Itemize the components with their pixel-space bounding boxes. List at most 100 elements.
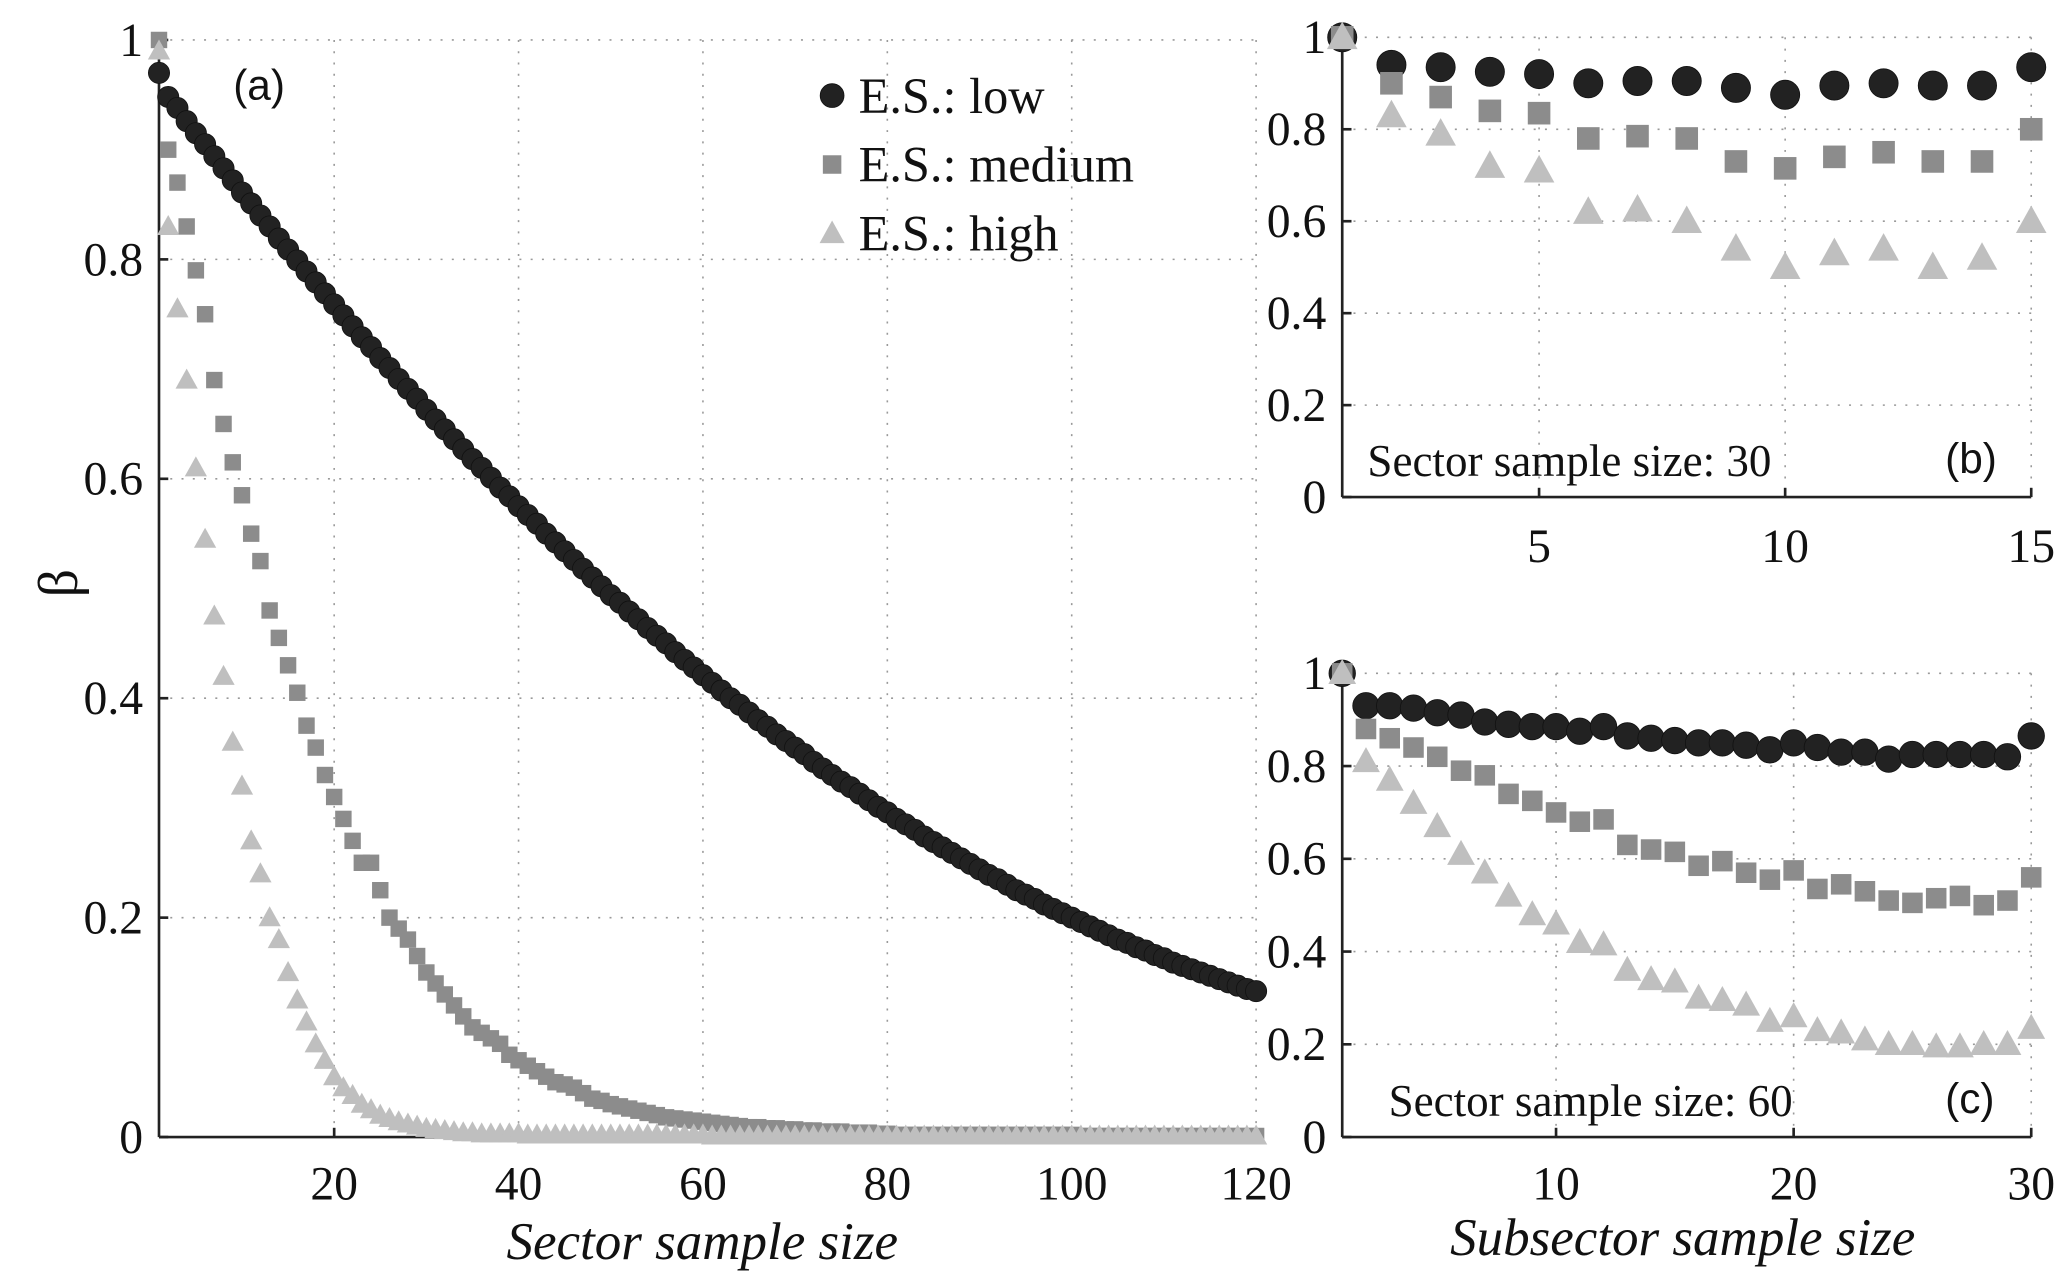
legend-entry: E.S.: high: [859, 206, 1059, 262]
data-point: [304, 1032, 327, 1053]
y-tick-label: 0.8: [83, 233, 143, 286]
data-point: [1640, 839, 1662, 860]
data-point: [362, 854, 380, 872]
data-point: [1589, 712, 1618, 741]
x-axis-label-a: Sector sample size: [506, 1213, 898, 1271]
x-tick-label: 60: [679, 1157, 727, 1210]
y-tick-label: 0.2: [1267, 379, 1327, 432]
series-esmedium: [1331, 663, 2042, 916]
data-point: [1637, 724, 1665, 752]
data-point: [175, 368, 198, 389]
data-point: [1577, 127, 1600, 150]
data-point: [1712, 850, 1733, 872]
data-point: [1735, 862, 1757, 883]
data-point: [1352, 747, 1380, 773]
data-point: [1925, 887, 1947, 909]
x-tick-label: 20: [310, 1157, 358, 1210]
data-point: [1819, 70, 1850, 101]
data-point: [1637, 965, 1665, 991]
data-point: [1245, 980, 1268, 1003]
data-point: [1589, 930, 1618, 956]
data-point: [1851, 738, 1879, 766]
legend-entry: E.S.: low: [859, 68, 1046, 124]
data-point: [1868, 68, 1899, 99]
data-point: [1542, 712, 1570, 741]
data-point: [1425, 118, 1456, 146]
data-point: [1494, 881, 1523, 907]
y-tick-label: 0.6: [1267, 195, 1327, 248]
y-axis-label: β: [28, 569, 90, 597]
data-point: [233, 487, 251, 504]
data-point: [1732, 731, 1760, 759]
y-tick-label: 0.6: [83, 453, 143, 506]
data-point: [1973, 894, 1994, 916]
data-point: [1720, 72, 1751, 103]
series-esmedium: [1330, 26, 2043, 180]
data-point: [1946, 740, 1974, 769]
data-point: [1661, 726, 1689, 755]
data-point: [1593, 809, 1614, 830]
data-point: [203, 604, 226, 625]
data-point: [196, 306, 214, 323]
y-tick-label: 0: [1302, 471, 1326, 524]
x-axis-label-c: Subsector sample size: [1450, 1209, 1915, 1267]
data-point: [1872, 140, 1895, 164]
data-point: [1613, 955, 1642, 981]
data-point: [1732, 990, 1761, 1016]
y-tick-label: 1: [119, 14, 143, 67]
annotation-c: Sector sample size: 60: [1389, 1076, 1793, 1126]
data-point: [1898, 740, 1927, 769]
data-point: [160, 141, 177, 158]
data-point: [298, 717, 315, 734]
y-tick-label: 0.4: [1267, 925, 1327, 978]
data-point: [1471, 708, 1499, 736]
series-eshigh: [1326, 21, 2047, 280]
data-point: [1997, 890, 2018, 911]
data-point: [1626, 124, 1649, 148]
data-point: [1613, 722, 1641, 750]
data-point: [212, 664, 235, 685]
data-point: [169, 174, 186, 191]
data-point: [1922, 1032, 1951, 1058]
data-point: [289, 684, 306, 701]
data-point: [1917, 251, 1949, 280]
data-point: [1769, 251, 1801, 280]
x-tick-label: 5: [1527, 520, 1551, 573]
data-point: [1399, 788, 1428, 814]
data-point: [1425, 52, 1456, 83]
data-point: [1921, 150, 1945, 173]
data-point: [1688, 855, 1709, 877]
data-point: [1827, 738, 1855, 766]
data-point: [279, 657, 297, 674]
data-point: [335, 810, 352, 828]
series-eshigh: [147, 39, 1268, 1145]
panel-label-c: (c): [1945, 1075, 1994, 1122]
data-point: [1770, 79, 1801, 110]
data-point: [1684, 729, 1713, 757]
data-point: [1403, 737, 1424, 758]
data-point: [1720, 233, 1752, 261]
data-point: [1375, 765, 1404, 791]
data-point: [1522, 790, 1543, 812]
data-point: [258, 906, 281, 927]
data-point: [1244, 1124, 1268, 1145]
data-point: [1755, 1006, 1784, 1032]
data-point: [1478, 99, 1502, 123]
data-point: [1724, 150, 1748, 173]
data-point: [1969, 1030, 1998, 1056]
data-point: [341, 1083, 364, 1104]
series-eslow: [1328, 659, 2045, 773]
data-point: [1783, 860, 1804, 881]
data-point: [1803, 1016, 1832, 1042]
data-point: [1967, 70, 1997, 101]
y-tick-label: 0.8: [1267, 740, 1327, 793]
data-point: [1756, 736, 1784, 764]
data-point: [148, 61, 170, 84]
annotation-b: Sector sample size: 30: [1367, 436, 1771, 486]
data-point: [221, 730, 244, 751]
data-point: [1523, 154, 1555, 183]
data-point: [295, 1010, 318, 1031]
data-point: [344, 832, 361, 850]
data-point: [1827, 1018, 1856, 1044]
